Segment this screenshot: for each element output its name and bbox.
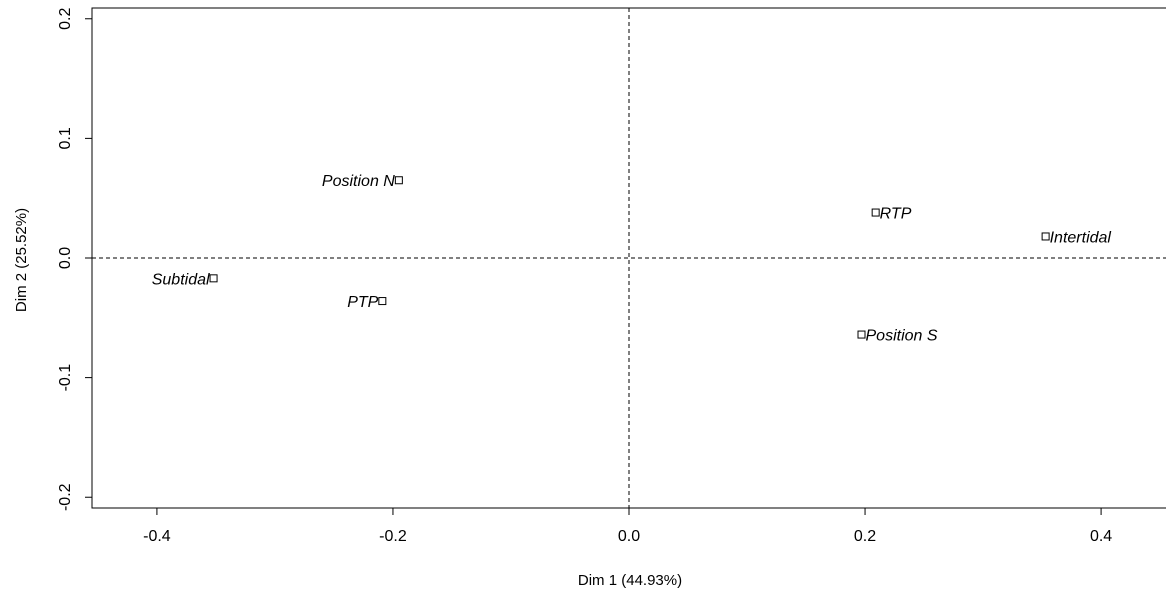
point-marker	[394, 176, 403, 185]
point-marker	[857, 330, 866, 339]
point-label: Position N	[322, 173, 395, 190]
point-group: PTP	[347, 294, 387, 311]
x-tick-label: -0.2	[379, 528, 407, 545]
point-label: Intertidal	[1050, 229, 1112, 246]
y-tick-label: 0.1	[57, 127, 74, 149]
x-tick-label: -0.4	[143, 528, 171, 545]
point-label: RTP	[880, 206, 912, 223]
point-label: Subtidal	[152, 271, 210, 288]
y-tick-label: -0.1	[57, 364, 74, 392]
reference-lines	[92, 8, 1166, 508]
x-tick-label: 0.2	[854, 528, 876, 545]
y-tick-label: 0.0	[57, 247, 74, 269]
point-marker	[1041, 232, 1050, 241]
x-tick-label: 0.0	[618, 528, 640, 545]
point-label: Position S	[866, 328, 938, 345]
axes-layer: -0.4 -0.2 0.0 0.2 0.4 -0.2 -0.1 0.0 0.1 0.2	[57, 7, 1166, 545]
point-marker	[378, 297, 387, 306]
point-group: Subtidal	[152, 271, 218, 288]
point-group: RTP	[871, 206, 912, 223]
point-group: Intertidal	[1041, 229, 1112, 246]
points-layer: Position N Subtidal PTP RTP Intertidal Positi…	[152, 173, 1112, 344]
point-marker	[209, 274, 218, 283]
point-group: Position N	[322, 173, 403, 190]
point-label: PTP	[347, 294, 378, 311]
y-tick-label: -0.2	[57, 483, 74, 511]
x-tick-label: 0.4	[1090, 528, 1112, 545]
y-tick-label: 0.2	[57, 8, 74, 30]
point-marker	[871, 208, 880, 217]
y-axis-title: Dim 2 (25.52%)	[13, 208, 30, 312]
x-axis-title: Dim 1 (44.93%)	[578, 572, 682, 589]
point-group: Position S	[857, 328, 938, 345]
